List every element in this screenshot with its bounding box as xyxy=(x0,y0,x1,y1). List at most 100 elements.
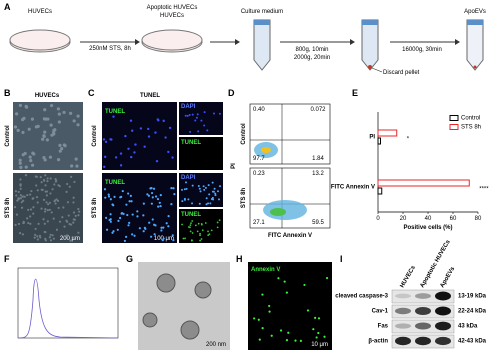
vesicle xyxy=(194,281,212,299)
micrograph xyxy=(13,173,83,243)
cell xyxy=(315,336,318,339)
cell xyxy=(42,218,45,221)
vesicle xyxy=(142,312,158,328)
tube-cap xyxy=(362,20,378,25)
cell xyxy=(18,103,22,107)
cell xyxy=(170,202,173,206)
panel-letter: H xyxy=(236,254,243,264)
cell xyxy=(35,196,39,199)
cell xyxy=(207,234,210,237)
cell xyxy=(312,328,315,331)
tube-cap xyxy=(467,20,483,25)
cell xyxy=(203,111,206,114)
micrograph xyxy=(13,102,83,170)
cell xyxy=(153,233,156,236)
cell xyxy=(210,197,213,200)
panel-letter: G xyxy=(126,254,133,264)
label: Discard pellet xyxy=(383,70,420,76)
cell xyxy=(203,188,206,191)
cell xyxy=(40,207,43,210)
tube xyxy=(253,19,271,71)
weight-label: 43 kDa xyxy=(458,324,478,330)
cell xyxy=(204,222,207,224)
cell xyxy=(198,187,201,190)
cell xyxy=(205,203,208,206)
cell xyxy=(146,193,149,196)
cell xyxy=(109,198,112,201)
cell xyxy=(41,137,45,141)
protein-label: Cav-1 xyxy=(372,309,389,315)
cell xyxy=(171,234,174,237)
cell xyxy=(44,239,47,242)
cell xyxy=(189,130,192,133)
cell xyxy=(68,185,71,188)
cell xyxy=(56,107,60,111)
cell xyxy=(49,103,54,108)
cell xyxy=(29,222,32,225)
cell xyxy=(54,202,57,205)
cell xyxy=(197,130,200,133)
cell xyxy=(66,182,69,186)
cell xyxy=(31,163,35,167)
cell xyxy=(117,219,120,222)
weight-label: 42-43 kDa xyxy=(458,339,487,345)
label: HUVECs xyxy=(160,13,184,19)
cell xyxy=(53,128,57,132)
label: Culture medium xyxy=(241,9,283,15)
cell xyxy=(199,239,202,242)
cell xyxy=(42,134,46,138)
y-tick-label: PI xyxy=(369,135,375,141)
scale-label: 200 nm xyxy=(206,342,226,348)
dish xyxy=(141,29,203,51)
cell xyxy=(317,331,320,335)
cell xyxy=(306,309,310,312)
cell xyxy=(66,201,70,204)
cell xyxy=(109,213,112,216)
cell xyxy=(160,226,163,229)
cell xyxy=(16,128,20,132)
cell xyxy=(15,112,19,116)
cell xyxy=(218,198,221,201)
cell xyxy=(44,174,47,177)
cell xyxy=(151,196,154,199)
cell xyxy=(30,117,35,121)
flow-density xyxy=(263,200,307,220)
cell xyxy=(38,234,42,237)
cell xyxy=(205,197,208,200)
cell xyxy=(112,230,115,233)
cell xyxy=(43,108,47,112)
cell xyxy=(51,234,54,237)
quadrant-value: 13.2 xyxy=(312,171,324,177)
arrow xyxy=(235,39,240,45)
cell xyxy=(270,334,273,337)
quadrant-value: 59.5 xyxy=(312,220,324,226)
cell xyxy=(164,136,167,139)
cell xyxy=(152,187,156,190)
cell xyxy=(317,317,321,320)
y-tick-label: FITC Annexin V xyxy=(331,185,375,191)
cell xyxy=(155,159,159,163)
cell xyxy=(32,206,35,209)
cell xyxy=(173,192,176,196)
cell xyxy=(181,223,183,226)
band xyxy=(415,293,431,299)
cell xyxy=(189,230,192,233)
band xyxy=(435,321,451,331)
micrograph xyxy=(179,173,223,207)
row-label: Control xyxy=(241,123,247,145)
cell xyxy=(44,117,48,121)
cell xyxy=(70,175,73,179)
y-axis-label: PI xyxy=(231,163,237,169)
cell xyxy=(253,317,256,320)
cell xyxy=(170,186,173,190)
cell xyxy=(181,200,184,203)
cell xyxy=(119,164,123,167)
cell xyxy=(49,233,52,236)
cell xyxy=(201,229,204,232)
cell xyxy=(26,193,29,197)
band xyxy=(395,293,411,299)
nta-curve xyxy=(17,278,119,339)
cell xyxy=(172,239,175,242)
panel-letter: I xyxy=(340,254,343,264)
